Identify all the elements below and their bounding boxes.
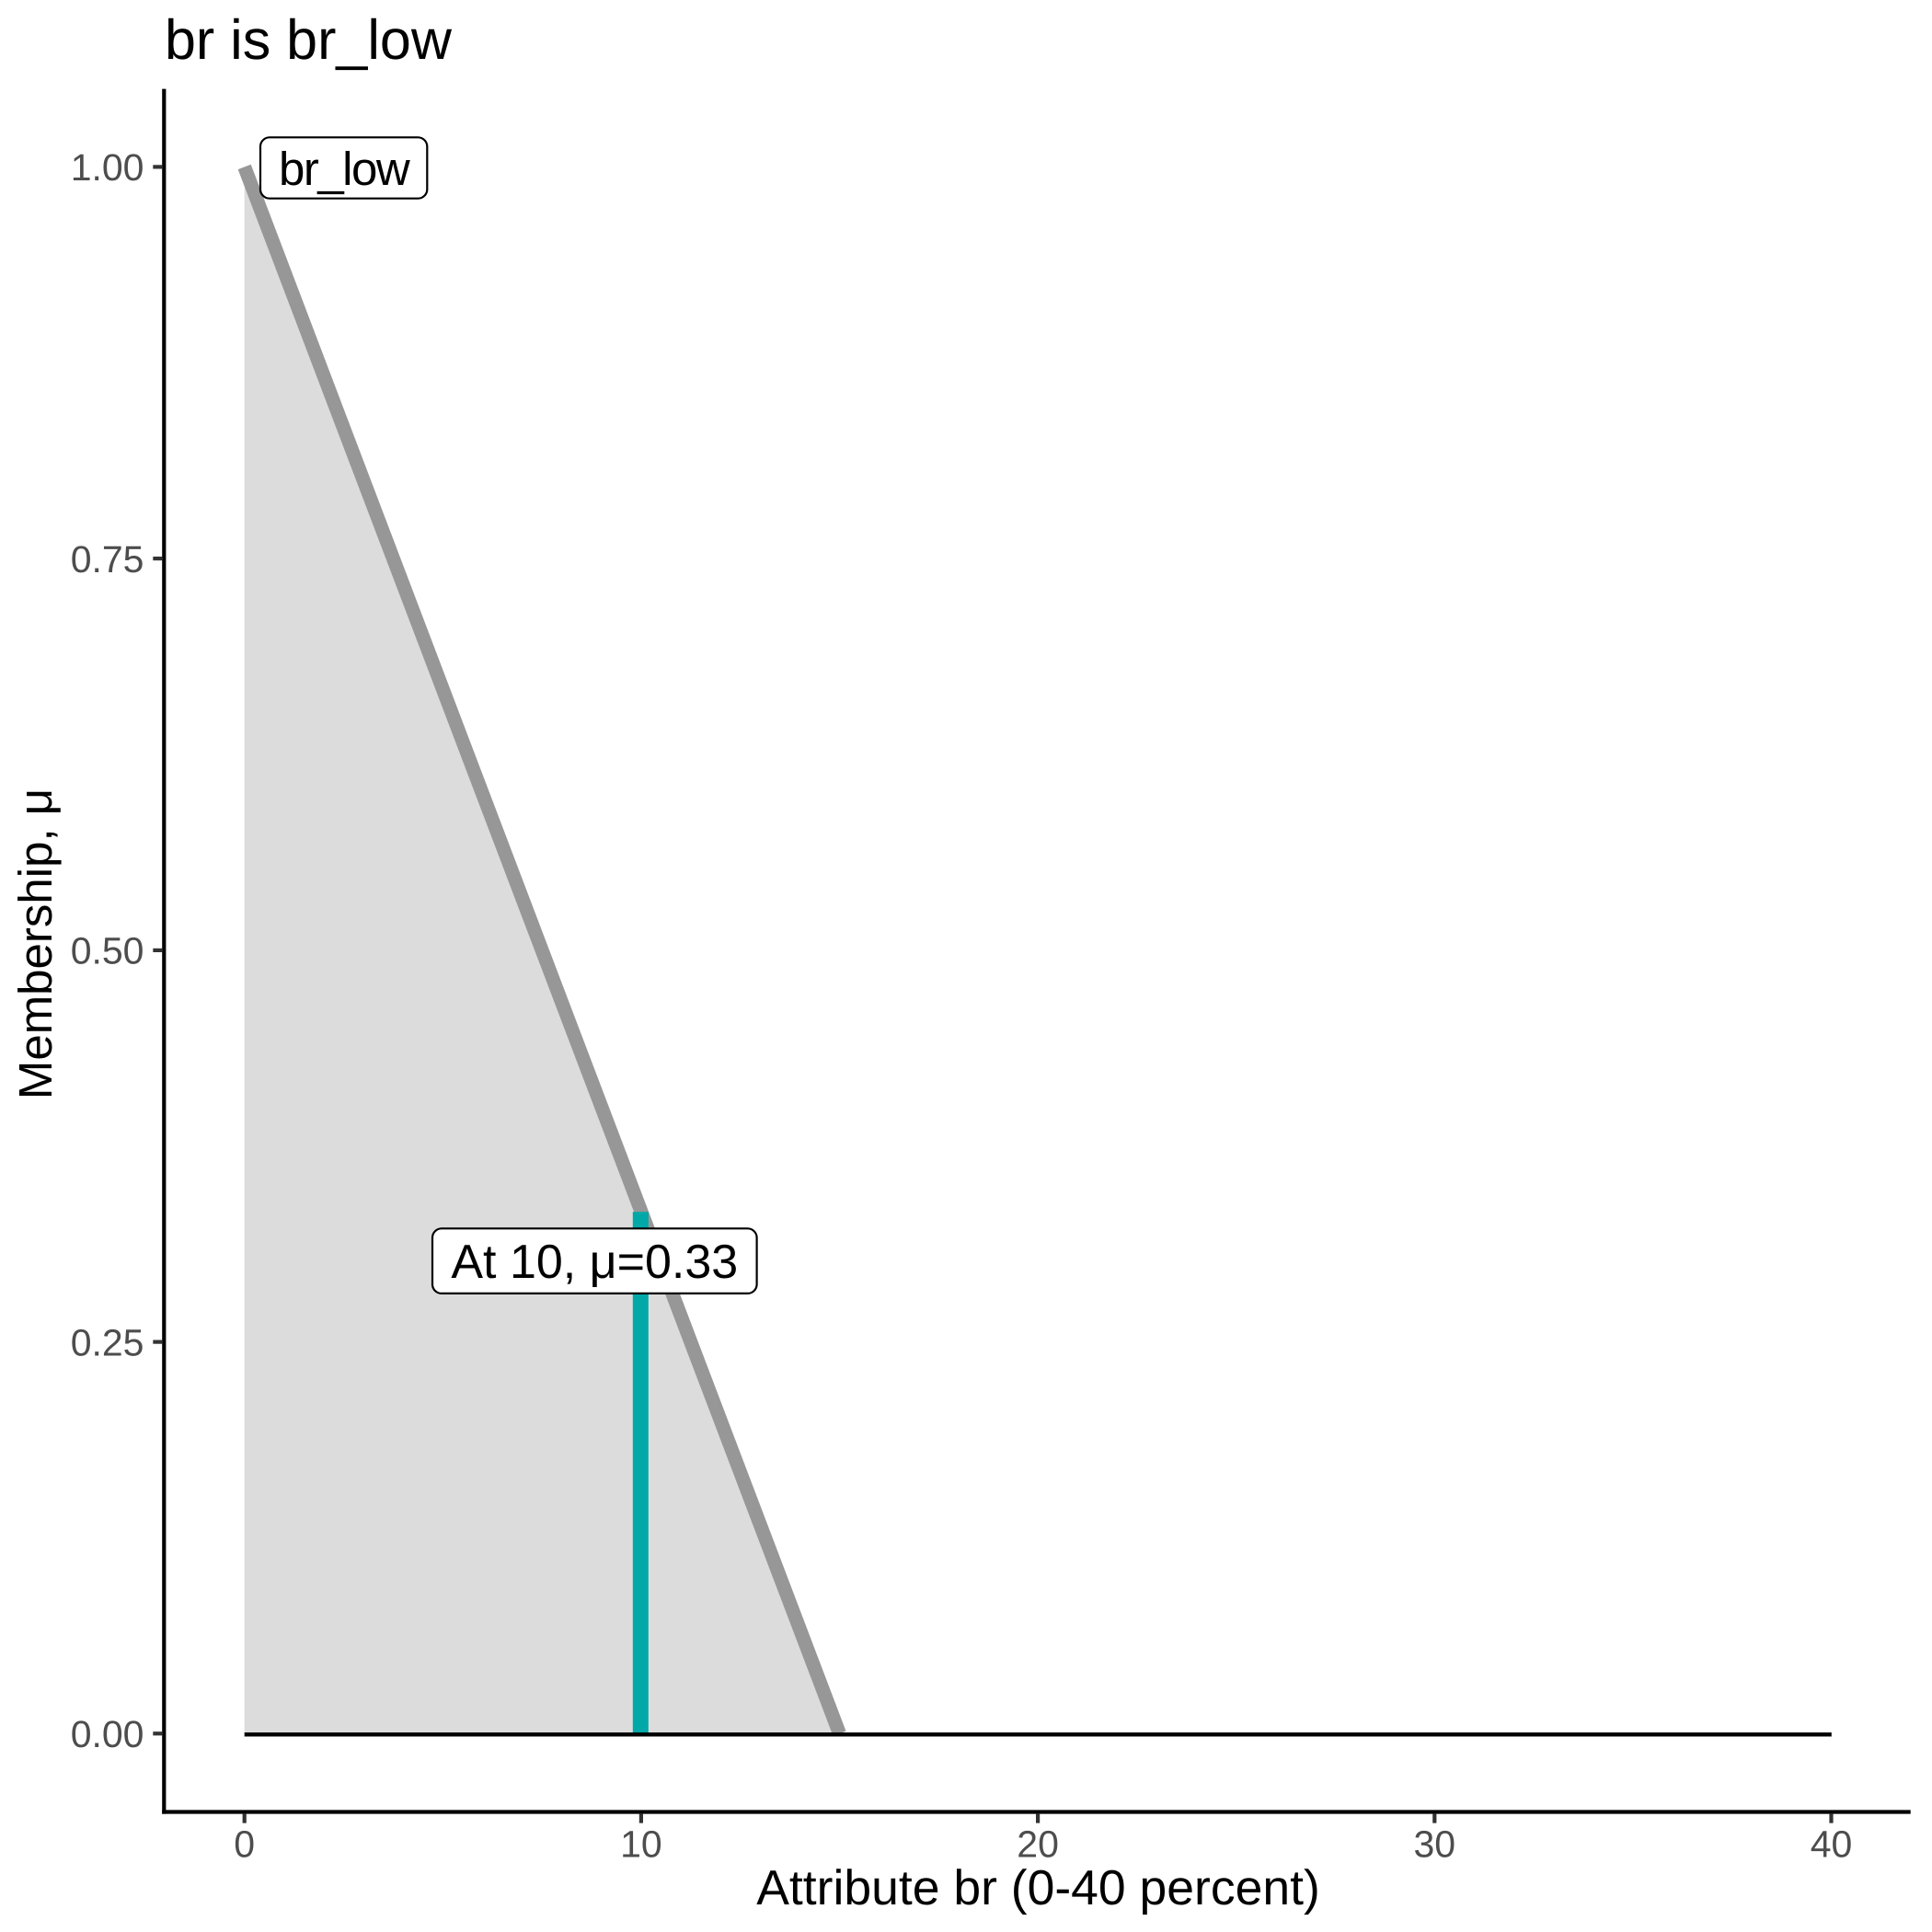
svg-text:1.00: 1.00 xyxy=(71,146,144,189)
svg-text:10: 10 xyxy=(620,1823,662,1866)
svg-text:0.00: 0.00 xyxy=(71,1713,144,1755)
svg-text:Attribute br (0-40 percent): Attribute br (0-40 percent) xyxy=(756,1861,1320,1915)
svg-text:30: 30 xyxy=(1413,1823,1455,1866)
svg-text:br_low: br_low xyxy=(279,143,410,195)
svg-text:0.25: 0.25 xyxy=(71,1321,144,1363)
svg-text:0: 0 xyxy=(234,1823,255,1866)
svg-text:Membership, μ: Membership, μ xyxy=(9,788,62,1099)
svg-text:0.50: 0.50 xyxy=(71,930,144,972)
svg-text:40: 40 xyxy=(1811,1823,1853,1866)
svg-text:br is br_low: br is br_low xyxy=(165,8,453,71)
svg-text:20: 20 xyxy=(1017,1823,1059,1866)
svg-text:At 10, μ=0.33: At 10, μ=0.33 xyxy=(451,1236,738,1289)
svg-text:0.75: 0.75 xyxy=(71,538,144,581)
